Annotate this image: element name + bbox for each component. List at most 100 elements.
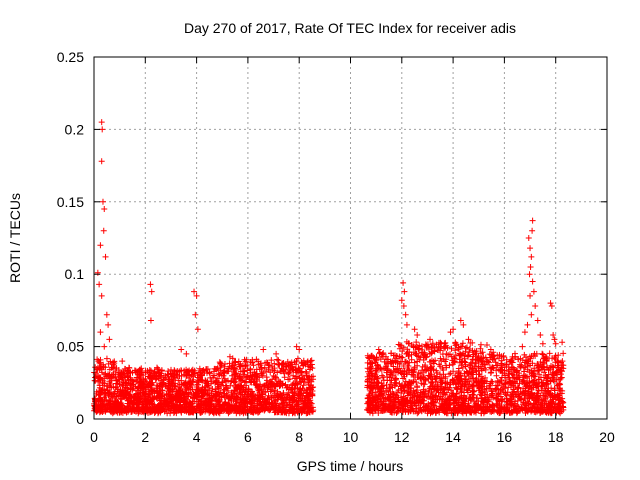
data-point [445,395,452,402]
data-point [286,369,293,376]
data-point [213,397,220,404]
data-point [148,387,155,394]
data-point [129,369,136,376]
data-point [117,406,124,413]
data-point [295,390,302,397]
data-point [165,368,172,375]
data-point [257,382,264,389]
data-point [137,395,144,402]
data-point [505,384,512,391]
data-point [215,384,222,391]
data-point [156,406,163,413]
data-point [179,388,186,395]
data-point [215,370,222,377]
data-point [296,405,303,412]
data-point [142,367,149,374]
data-point [172,375,179,382]
data-point [240,408,247,415]
data-point [271,368,278,375]
data-point [108,406,115,413]
data-point [226,360,233,367]
data-point [106,402,113,409]
data-point [422,376,429,383]
data-point [157,408,164,415]
data-point [241,379,248,386]
data-point [239,367,246,374]
data-point [247,358,254,365]
data-point [371,373,378,380]
data-point [199,389,206,396]
data-point [271,409,278,416]
data-point [286,376,293,383]
data-point [103,397,110,404]
data-point [119,409,126,416]
data-point [176,392,183,399]
data-point [198,368,205,375]
data-point [215,409,222,416]
data-point [430,360,437,367]
data-point [146,374,153,381]
data-point [237,363,244,370]
data-point [140,372,147,379]
data-point [149,401,156,408]
data-point [182,404,189,411]
data-point [156,382,163,389]
data-point [221,394,228,401]
data-point [482,361,489,368]
data-point [543,356,550,363]
data-point [263,381,270,388]
data-point [493,385,500,392]
data-point [95,378,102,385]
data-point [146,371,153,378]
data-point [182,369,189,376]
data-point [126,401,133,408]
data-point [270,380,277,387]
data-point [106,380,113,387]
data-point [295,365,302,372]
data-point [464,369,471,376]
data-point [97,365,104,372]
data-point [477,350,484,357]
data-point [218,361,225,368]
data-point [236,375,243,382]
data-point [140,380,147,387]
data-point [546,350,553,357]
data-point [439,351,446,358]
data-point [263,359,270,366]
data-point [158,368,165,375]
data-point [193,393,200,400]
data-point [175,377,182,384]
data-point [268,357,275,364]
data-point [304,396,311,403]
data-point [247,408,254,415]
data-point [96,395,103,402]
data-point [116,376,123,383]
data-point [248,400,255,407]
data-point [110,371,117,378]
data-point [560,350,567,357]
data-point [508,400,515,407]
data-point [177,399,184,406]
data-point [453,341,460,348]
data-point [121,373,128,380]
x-tick-label: 6 [244,429,252,445]
data-point [92,374,99,381]
data-point [281,374,288,381]
data-point [140,402,147,409]
data-point [218,362,225,369]
data-point [109,364,116,371]
data-point [174,406,181,413]
data-point [429,340,436,347]
data-point [135,385,142,392]
data-point [134,406,141,413]
data-point [308,408,315,415]
data-point [208,378,215,385]
y-axis-label: ROTI / TECUs [7,193,23,283]
data-point [121,365,128,372]
data-point [136,371,143,378]
data-point [298,368,305,375]
data-point [167,407,174,414]
data-point [214,365,221,372]
data-point [285,369,292,376]
data-point [254,407,261,414]
